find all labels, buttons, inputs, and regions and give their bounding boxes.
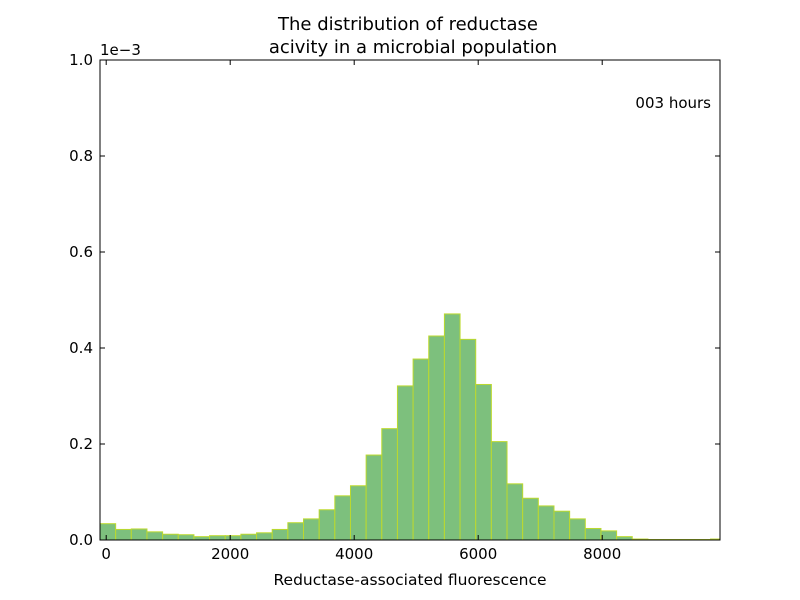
histogram-bar (334, 495, 351, 541)
histogram-bar (349, 485, 367, 541)
x-axis-ticks: 0 2000 4000 6000 8000 (101, 60, 621, 563)
histogram-bar (162, 533, 179, 541)
plot-frame (99, 59, 721, 541)
histogram-bar (271, 528, 289, 541)
x-tick-label: 6000 (459, 545, 497, 563)
chart-title-line-2: acivity in a microbial population (269, 37, 557, 58)
y-tick-label: 0.2 (69, 435, 93, 453)
histogram-bars (99, 313, 721, 541)
histogram-bar (287, 522, 305, 541)
time-annotation: 003 hours (635, 94, 711, 112)
histogram-bar (224, 535, 242, 541)
histogram-bar (193, 536, 211, 541)
histogram-bar (600, 530, 618, 541)
x-axis-label: Reductase-associated fluorescence (273, 571, 546, 589)
x-tick-label: 0 (101, 545, 111, 563)
histogram-bar (537, 505, 555, 541)
histogram-bar (475, 383, 492, 541)
histogram-bar (146, 531, 164, 541)
y-tick-label: 1.0 (69, 51, 93, 69)
histogram-bar (209, 535, 226, 541)
chart-title-line-1: The distribution of reductase (277, 14, 538, 35)
histogram-bar (256, 532, 273, 541)
histogram-bar (459, 338, 477, 541)
histogram-bar (584, 527, 602, 541)
x-tick-label: 4000 (335, 545, 373, 563)
histogram-bar (569, 518, 586, 541)
histogram-bar (130, 528, 148, 541)
histogram-bar (490, 441, 508, 541)
histogram-bar (177, 534, 195, 541)
histogram-bar (115, 528, 132, 541)
histogram-bar (303, 518, 320, 541)
histogram-bar (99, 523, 117, 541)
y-tick-label: 0.6 (69, 243, 93, 261)
y-tick-label: 0.8 (69, 147, 93, 165)
x-tick-label: 2000 (211, 545, 249, 563)
histogram-bar (616, 536, 633, 541)
histogram-bar (318, 509, 336, 541)
histogram-bar (506, 483, 524, 541)
y-offset-label: 1e−3 (100, 41, 141, 59)
histogram-bar (443, 313, 461, 541)
y-tick-label: 0.4 (69, 339, 93, 357)
histogram-bar (428, 335, 445, 541)
histogram-bar (396, 385, 414, 541)
histogram-bar (381, 428, 398, 541)
histogram-bar (522, 497, 539, 541)
histogram-bar (412, 358, 430, 541)
y-tick-label: 0.0 (69, 531, 93, 549)
chart-title: The distribution of reductase acivity in… (269, 14, 557, 58)
histogram-bar (365, 454, 383, 541)
x-tick-label: 8000 (583, 545, 621, 563)
histogram-bar (553, 510, 571, 541)
histogram-bar (240, 533, 258, 541)
y-axis-ticks: 0.0 0.2 0.4 0.6 0.8 1.0 (69, 51, 720, 549)
